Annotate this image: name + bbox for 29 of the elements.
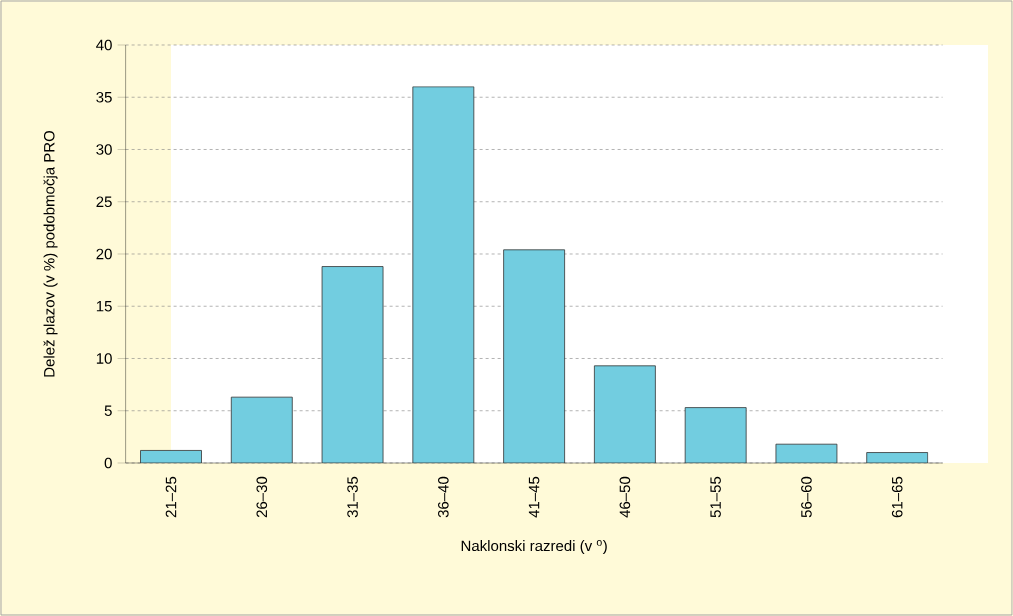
x-tick-label: 26–30 xyxy=(256,476,268,518)
y-tick-label: 15 xyxy=(96,301,112,312)
y-tick-label: 35 xyxy=(96,91,112,103)
y-tick-label: 0 xyxy=(104,457,112,469)
y-tick-label: 5 xyxy=(104,405,112,416)
bar xyxy=(230,396,293,463)
bar xyxy=(866,452,929,463)
y-tick-label: 30 xyxy=(96,144,112,155)
bar xyxy=(593,365,656,463)
x-tick-label: 56–60 xyxy=(801,476,812,518)
y-tick-label: 25 xyxy=(96,196,112,208)
y-tick-label: 10 xyxy=(96,353,112,364)
y-tick-label: 40 xyxy=(96,39,112,51)
x-tick-label: 46–50 xyxy=(619,476,631,518)
x-tick-label: 31–35 xyxy=(347,476,358,518)
bar xyxy=(503,249,566,463)
x-tick-label: 61–65 xyxy=(891,476,903,518)
bar xyxy=(140,450,202,463)
y-axis-title: Delež plazov (v %) podobmočja PRO xyxy=(43,130,58,377)
bar xyxy=(321,266,384,463)
bar xyxy=(775,443,838,463)
x-tick-label: 41–45 xyxy=(528,476,540,518)
bar xyxy=(412,86,475,463)
x-tick-label: 36–40 xyxy=(438,476,449,518)
bar xyxy=(684,407,747,463)
x-axis-title: Naklonski razredi (v $^{o}$) xyxy=(461,540,607,555)
x-tick-label: 51–55 xyxy=(710,476,721,518)
x-tick-label: 21–25 xyxy=(165,476,177,518)
y-tick-label: 20 xyxy=(96,248,112,260)
